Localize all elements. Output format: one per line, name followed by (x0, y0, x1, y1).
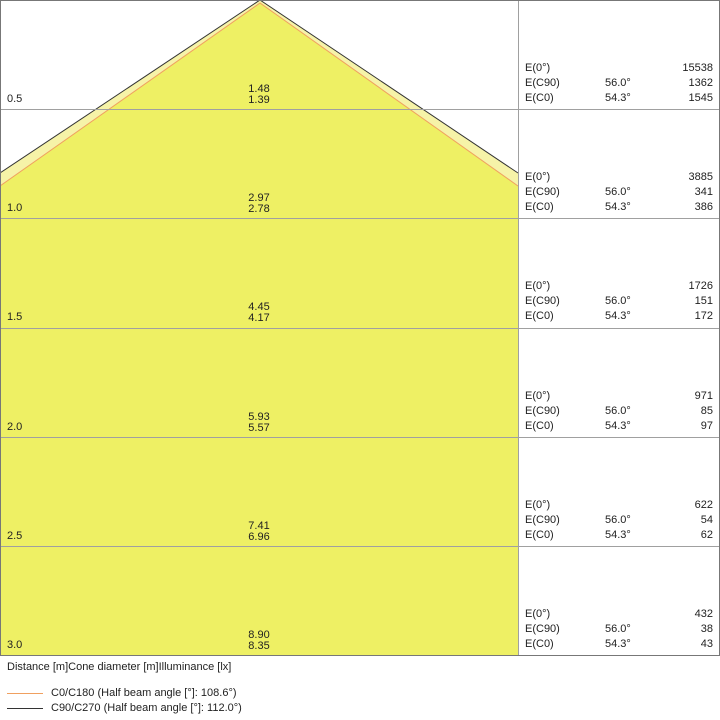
legend-label: C90/C270 (Half beam angle [°]: 112.0°) (51, 702, 242, 714)
ec90-value: 1362 (688, 77, 713, 89)
cone-diameter: 2.97 2.78 (230, 193, 288, 215)
illuminance-values: E(0°) 622 E(C90) 56.0° 54 E(C0) 54.3° 62 (525, 498, 713, 543)
ec90-label: E(C90) (525, 513, 560, 526)
e0-label: E(0°) (525, 608, 551, 620)
illuminance-values: E(0°) 15538 E(C90) 56.0° 1362 E(C0) 54.3° 154… (525, 61, 713, 106)
distance-label: 1.0 (7, 202, 23, 215)
distance-label: 0.5 (7, 93, 23, 105)
ec0-label: E(C0) (525, 310, 554, 323)
diameter-c0: 2.78 (248, 203, 270, 216)
c90-line-swatch (7, 707, 43, 709)
ec0-angle: 54.3° (605, 638, 631, 650)
cone-diameter: 5.93 5.57 (230, 410, 288, 434)
ec0-angle: 54.3° (605, 419, 631, 432)
c0-line-swatch (7, 692, 43, 694)
legend-label: C0/C180 (Half beam angle [°]: 108.6°) (51, 687, 237, 699)
diameter-c90: 2.97 (248, 192, 270, 205)
caption: Distance [m]Cone diameter [m]Illuminance… (7, 661, 232, 673)
c0-cone-outline (0, 2, 519, 187)
diameter-c0: 8.35 (248, 640, 270, 652)
ec0-label: E(C0) (525, 638, 554, 650)
e0-value: 432 (694, 608, 713, 620)
ec90-value: 151 (694, 295, 713, 308)
ec0-angle: 54.3° (605, 92, 631, 104)
ec0-label: E(C0) (525, 201, 554, 214)
ec90-angle: 56.0° (605, 186, 631, 199)
diameter-c90: 8.90 (248, 629, 270, 641)
ec90-label: E(C90) (525, 186, 560, 199)
e0-label: E(0°) (525, 62, 551, 74)
distance-row: 2.5 7.41 6.96 E(0°) 622 E(C90) 56.0° 54 E(C0… (0, 437, 720, 546)
ec90-value: 38 (700, 623, 713, 635)
e0-value: 971 (694, 389, 713, 402)
ec90-angle: 56.0° (605, 404, 631, 417)
distance-label: 3.0 (7, 639, 23, 651)
diameter-c0: 5.57 (248, 421, 270, 434)
e0-value: 3885 (688, 171, 713, 184)
e0-label: E(0°) (525, 498, 551, 511)
distance-label: 2.0 (7, 420, 23, 433)
ec0-label: E(C0) (525, 419, 554, 432)
ec0-label: E(C0) (525, 528, 554, 541)
ec0-value: 1545 (688, 92, 713, 104)
diameter-c90: 7.41 (248, 519, 270, 532)
diameter-c90: 4.45 (248, 301, 270, 314)
ec0-angle: 54.3° (605, 528, 631, 541)
diameter-c0: 4.17 (248, 312, 270, 325)
diameter-c0: 6.96 (248, 530, 270, 543)
distance-row: 1.0 2.97 2.78 E(0°) 3885 E(C90) 56.0° 341 E(… (0, 109, 720, 218)
distance-row: 3.0 8.90 8.35 E(0°) 432 E(C90) 56.0° 38 E(C0… (0, 546, 720, 655)
distance-row: 0.5 1.48 1.39 E(0°) 15538 E(C90) 56.0° 1362 … (0, 0, 720, 109)
cone-diameter: 4.45 4.17 (230, 302, 288, 324)
legend-c90: C90/C270 (Half beam angle [°]: 112.0°) (7, 702, 242, 714)
ec90-value: 85 (700, 404, 713, 417)
ec0-angle: 54.3° (605, 310, 631, 323)
beam-cone-diagram (0, 0, 720, 656)
legend-c0: C0/C180 (Half beam angle [°]: 108.6°) (7, 687, 237, 699)
illuminance-values: E(0°) 432 E(C90) 56.0° 38 E(C0) 54.3° 43 (525, 607, 713, 652)
ec90-angle: 56.0° (605, 623, 631, 635)
ec90-label: E(C90) (525, 77, 560, 89)
ec0-value: 172 (694, 310, 713, 323)
ec90-label: E(C90) (525, 404, 560, 417)
diameter-c90: 1.48 (248, 83, 270, 95)
e0-value: 15538 (682, 62, 713, 74)
ec0-value: 43 (700, 638, 713, 650)
ec0-value: 62 (700, 528, 713, 541)
ec90-value: 341 (694, 186, 713, 199)
distance-row: 1.5 4.45 4.17 E(0°) 1726 E(C90) 56.0° 151 E(… (0, 218, 720, 327)
illuminance-values: E(0°) 971 E(C90) 56.0° 85 E(C0) 54.3° 97 (525, 389, 713, 434)
ec0-value: 97 (700, 419, 713, 432)
e0-label: E(0°) (525, 280, 551, 293)
ec90-label: E(C90) (525, 295, 560, 308)
distance-row: 2.0 5.93 5.57 E(0°) 971 E(C90) 56.0° 85 E(C0… (0, 328, 720, 437)
ec0-value: 386 (694, 201, 713, 214)
diameter-c0: 1.39 (248, 94, 270, 106)
ec90-angle: 56.0° (605, 513, 631, 526)
distance-label: 2.5 (7, 529, 23, 542)
ec90-angle: 56.0° (605, 295, 631, 308)
ec90-angle: 56.0° (605, 77, 631, 89)
ec90-value: 54 (700, 513, 713, 526)
illuminance-values: E(0°) 3885 E(C90) 56.0° 341 E(C0) 54.3° 386 (525, 170, 713, 215)
e0-value: 622 (694, 498, 713, 511)
illuminance-values: E(0°) 1726 E(C90) 56.0° 151 E(C0) 54.3° 172 (525, 279, 713, 324)
cone-diameter: 1.48 1.39 (230, 84, 288, 106)
e0-label: E(0°) (525, 171, 551, 184)
e0-value: 1726 (688, 280, 713, 293)
grid-lines (0, 0, 720, 655)
ec0-angle: 54.3° (605, 201, 631, 214)
e0-label: E(0°) (525, 389, 551, 402)
cone-diameter: 8.90 8.35 (230, 630, 288, 652)
ec0-label: E(C0) (525, 92, 554, 104)
cone-diameter: 7.41 6.96 (230, 519, 288, 543)
diameter-c90: 5.93 (248, 410, 270, 423)
distance-label: 1.5 (7, 311, 23, 324)
c90-cone-outline (0, 0, 519, 174)
ec90-label: E(C90) (525, 623, 560, 635)
